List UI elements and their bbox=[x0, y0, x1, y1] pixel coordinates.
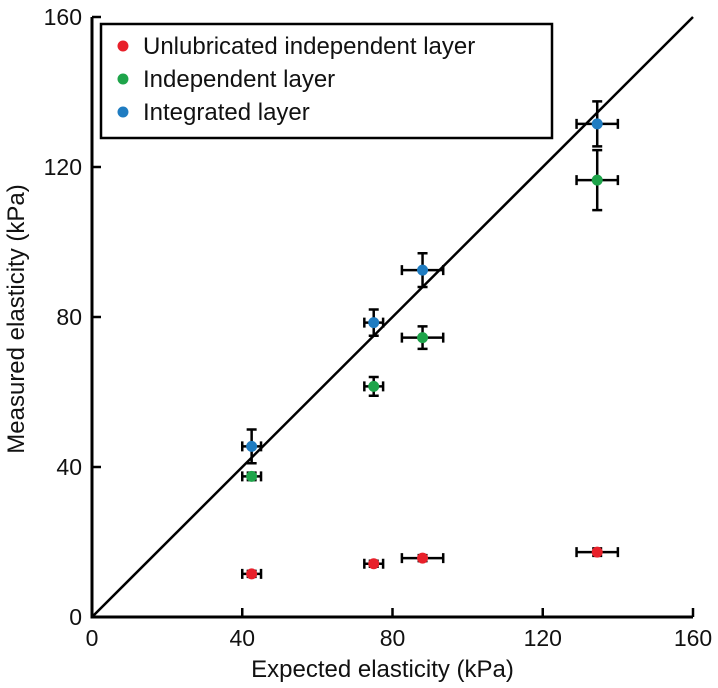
data-point bbox=[246, 440, 258, 452]
x-tick-label: 80 bbox=[380, 625, 406, 651]
data-point bbox=[417, 332, 429, 344]
legend-marker bbox=[117, 73, 129, 85]
data-point bbox=[591, 174, 603, 186]
data-point bbox=[246, 470, 258, 482]
identity-line bbox=[91, 16, 694, 618]
x-tick-label: 0 bbox=[86, 625, 99, 651]
x-axis-title: Expected elasticity (kPa) bbox=[251, 656, 514, 683]
legend-label: Integrated layer bbox=[143, 99, 310, 126]
y-tick-label: 120 bbox=[44, 154, 82, 180]
legend-label: Independent layer bbox=[143, 66, 335, 93]
data-point bbox=[417, 552, 429, 564]
y-tick-label: 80 bbox=[56, 304, 82, 330]
data-point bbox=[591, 546, 603, 558]
data-point bbox=[246, 568, 258, 580]
x-tick-label: 40 bbox=[229, 625, 255, 651]
x-tick-label: 160 bbox=[674, 625, 712, 651]
data-point bbox=[591, 118, 603, 130]
y-tick-label: 0 bbox=[69, 604, 82, 630]
data-point bbox=[368, 317, 380, 329]
y-tick-label: 160 bbox=[44, 4, 82, 30]
data-point bbox=[368, 380, 380, 392]
legend-label: Unlubricated independent layer bbox=[143, 33, 475, 60]
series-1 bbox=[241, 148, 620, 482]
data-point bbox=[368, 558, 380, 570]
legend: Unlubricated independent layer Independen… bbox=[99, 22, 554, 140]
series-2 bbox=[241, 100, 620, 465]
x-tick-label: 120 bbox=[524, 625, 562, 651]
legend-marker bbox=[117, 106, 129, 118]
series-0 bbox=[241, 546, 620, 580]
data-point bbox=[417, 264, 429, 276]
legend-box bbox=[99, 22, 554, 140]
y-axis-title: Measured elasticity (kPa) bbox=[3, 184, 30, 453]
y-tick-label: 40 bbox=[56, 454, 82, 480]
legend-marker bbox=[117, 40, 129, 52]
